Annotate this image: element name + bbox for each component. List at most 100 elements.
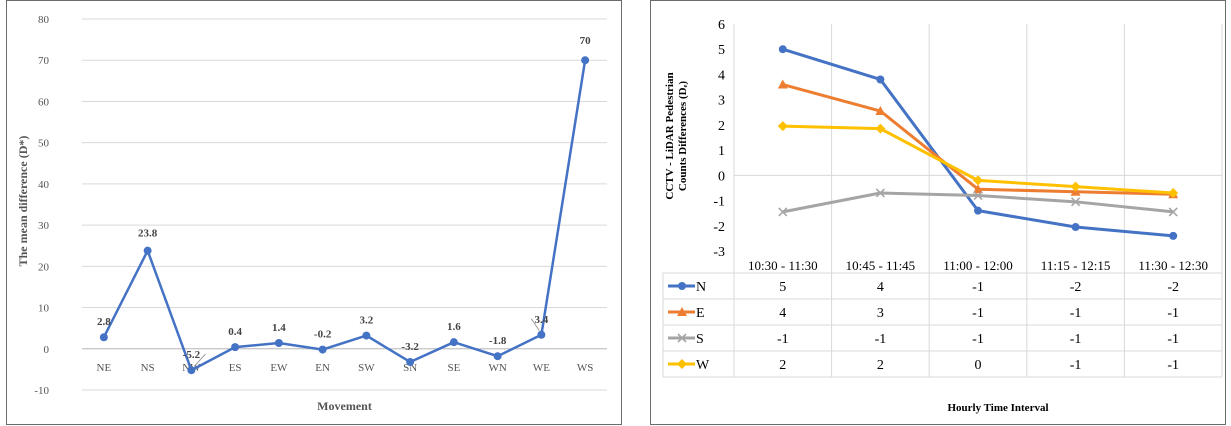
series-line [102,60,587,372]
data-point-e [973,184,983,194]
table-cell: 4 [779,306,786,321]
x-tick-label: EW [270,362,288,374]
legend-label: N [696,280,706,295]
data-point-s [973,190,983,201]
table-cell: -1 [875,332,887,347]
table-cell: -1 [1167,358,1179,373]
table-cell: -1 [1167,332,1179,347]
table-cell: -2 [1167,280,1179,295]
x-axis-title: Movement [317,399,372,413]
x-tick-label: 11:30 - 12:30 [1138,258,1208,273]
data-point-n [778,45,787,54]
table-cell: -1 [1070,306,1082,321]
y-axis-title-line1: CCTV - LiDAR Pedestrian [664,72,676,199]
x-tick-label: 10:45 - 11:45 [846,258,916,273]
x-tick-label: WS [577,362,594,374]
legend-marker [678,282,686,290]
x-tick-label: 10:30 - 11:30 [748,258,818,273]
data-label: 70 [580,35,592,47]
data-label: -1.8 [489,335,507,347]
data-point [362,331,371,340]
table-cell: 4 [877,280,884,295]
data-point-n [974,206,982,215]
table-cell: -1 [1070,358,1082,373]
legend-marker [677,359,687,369]
leader-line [530,318,540,332]
y-axis-title: The mean difference (D*) [16,136,30,267]
data-point-w [1070,181,1081,192]
y-tick-label: -10 [34,385,49,397]
y-tick-label: -1 [713,195,725,210]
x-tick-label: WN [488,362,506,374]
x-axis-title: Hourly Time Interval [947,402,1048,414]
y-tick-label: -3 [713,245,725,260]
data-label: -5.2 [183,349,201,361]
table-cell: -1 [777,332,789,347]
data-point-n [1071,223,1080,232]
y-tick-label: 4 [718,68,725,83]
data-point [99,333,108,342]
data-point [449,338,458,347]
data-point-w [875,123,886,134]
x-tick-label: WE [533,362,550,374]
data-label: 3.4 [535,314,549,326]
data-point [581,56,590,65]
left-chart-panel: -1001020304050607080NENSNWESEWENSWSNSEWN… [6,0,622,425]
y-tick-label: 1 [718,144,725,159]
y-tick-label: 3 [718,94,725,109]
legend-label: W [696,358,710,373]
data-point [537,330,546,339]
y-tick-label: 70 [38,55,50,67]
data-point-n [1169,231,1178,240]
data-label: 0.4 [228,326,242,338]
y-tick-label: 0 [718,169,725,184]
y-tick-label: 5 [718,43,725,58]
table-cell: 2 [779,358,786,373]
data-label: 1.6 [447,321,461,333]
data-point-e [875,106,886,116]
y-tick-label: 50 [38,138,50,150]
data-point-s [778,207,788,217]
table-cell: -1 [972,280,984,295]
data-point [274,339,283,348]
table-cell: -1 [1070,332,1082,347]
right-chart-panel: -3 -2 -1 0 1 2 3 4 5 6 10:30 - 11:30 10:45 - 11:45 1… [650,0,1226,425]
y-tick-label: 80 [38,14,50,26]
y-axis-title-line2: Counts Differences (Dₑ) [677,81,689,192]
data-point-w [973,175,983,186]
table-cell: -2 [1070,280,1082,295]
data-label: 1.4 [272,322,286,334]
right-line-chart-with-table: -3 -2 -1 0 1 2 3 4 5 6 10:30 - 11:30 10:45 - 11:45 1… [662,18,1223,414]
data-label: -3.2 [401,341,419,353]
table-cell: 5 [779,280,786,295]
data-point [231,343,240,352]
data-point-e [777,79,788,89]
data-point-w [1168,187,1179,198]
data-point-s [1168,207,1178,217]
data-point [406,357,415,366]
y-tick-label: 6 [718,18,725,33]
x-tick-label: SW [358,362,375,374]
x-tick-label: EN [315,362,330,374]
data-point [143,246,152,255]
data-label: 2.8 [97,316,111,328]
data-point-s [875,188,885,198]
y-tick-label: -2 [713,220,725,235]
x-tick-label: SN [403,362,417,374]
left-line-chart: -1001020304050607080NENSNWESEWENSWSNSEWN… [16,14,607,413]
y-tick-label: 0 [44,344,50,356]
data-point [318,345,327,354]
x-tick-label: ES [229,362,242,374]
y-tick-label: 60 [38,96,50,108]
table-cell: 3 [877,306,884,321]
x-tick-label: SE [447,362,460,374]
data-label: 23.8 [138,228,158,240]
y-tick-label: 40 [38,179,50,191]
data-point-s [1071,197,1081,207]
data-point [187,366,196,375]
leader-line [194,353,206,367]
data-point-n [876,75,885,84]
table-cell: 0 [975,358,982,373]
y-tick-label: 30 [38,220,50,232]
legend-marker [677,307,687,316]
